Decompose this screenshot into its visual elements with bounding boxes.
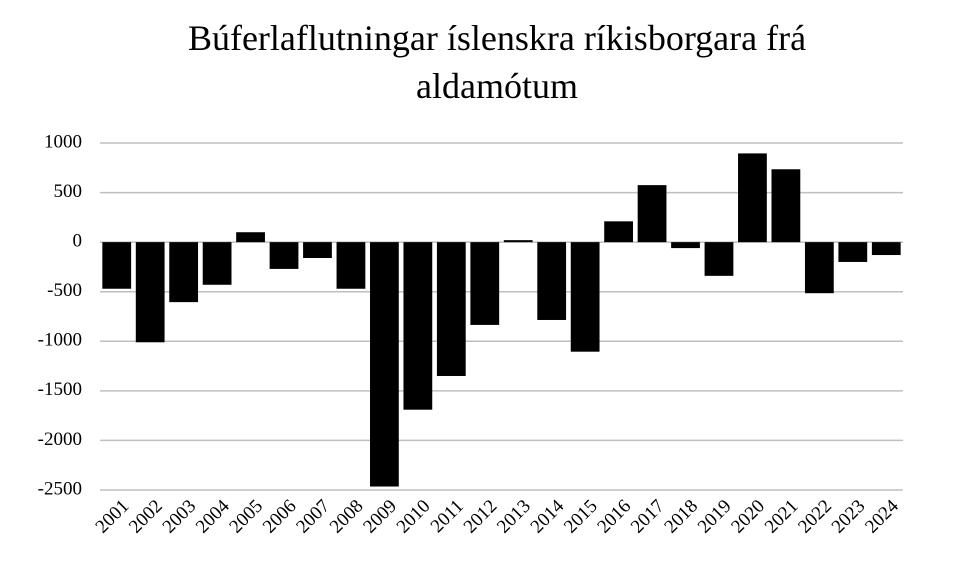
x-tick-label: 2012 <box>460 496 502 538</box>
bar <box>570 242 600 352</box>
x-tick-label: 2005 <box>225 496 267 538</box>
bar <box>738 153 767 243</box>
bar <box>838 242 868 262</box>
x-tick-label: 2016 <box>594 496 636 538</box>
chart-title: Búferlaflutningar íslenskra ríkisborgara… <box>188 18 806 58</box>
x-tick-label: 2021 <box>761 496 803 538</box>
bar <box>202 242 232 285</box>
y-tick-label: 0 <box>73 231 83 252</box>
x-tick-label: 2017 <box>627 496 669 538</box>
bar <box>637 185 667 243</box>
bar <box>671 242 700 249</box>
bar <box>436 242 466 376</box>
x-tick-label: 2022 <box>794 496 836 538</box>
x-tick-label: 2002 <box>125 496 167 538</box>
bar <box>771 169 801 243</box>
x-tick-label: 2019 <box>694 496 736 538</box>
bar <box>336 242 366 289</box>
x-tick-label: 2011 <box>427 496 468 537</box>
y-tick-label: -1000 <box>38 330 82 351</box>
y-tick-label: -500 <box>47 280 82 301</box>
x-tick-label: 2013 <box>493 496 535 538</box>
bar <box>303 242 332 259</box>
bar <box>871 242 901 256</box>
x-tick-label: 2008 <box>326 496 368 538</box>
chart-title: aldamótum <box>416 66 578 106</box>
y-tick-label: 500 <box>54 181 83 202</box>
y-tick-label: -2000 <box>38 429 82 450</box>
bar <box>604 221 633 243</box>
bar <box>704 242 734 276</box>
bar <box>370 242 399 487</box>
bar <box>269 242 299 269</box>
bar <box>470 242 500 325</box>
x-tick-label: 2023 <box>828 496 870 538</box>
x-tick-label: 2003 <box>159 496 201 538</box>
x-tick-label: 2010 <box>393 496 435 538</box>
bar <box>135 242 165 343</box>
x-tick-label: 2004 <box>192 495 234 537</box>
x-tick-label: 2007 <box>292 496 334 538</box>
y-tick-label: 1000 <box>44 131 82 152</box>
bar <box>169 242 199 303</box>
bar <box>236 232 265 243</box>
bar <box>804 242 834 294</box>
x-tick-label: 2020 <box>727 496 769 538</box>
bar <box>102 242 132 289</box>
y-tick-label: -1500 <box>38 379 82 400</box>
bar <box>503 240 533 243</box>
x-tick-label: 2006 <box>259 496 301 538</box>
x-tick-label: 2018 <box>660 496 702 538</box>
x-tick-label: 2015 <box>560 496 602 538</box>
x-tick-label: 2001 <box>92 496 134 538</box>
bar <box>403 242 433 410</box>
x-tick-label: 2024 <box>861 495 903 537</box>
bar <box>537 242 567 320</box>
x-tick-label: 2009 <box>359 496 401 538</box>
y-tick-label: -2500 <box>38 478 82 499</box>
x-tick-label: 2014 <box>527 495 569 537</box>
